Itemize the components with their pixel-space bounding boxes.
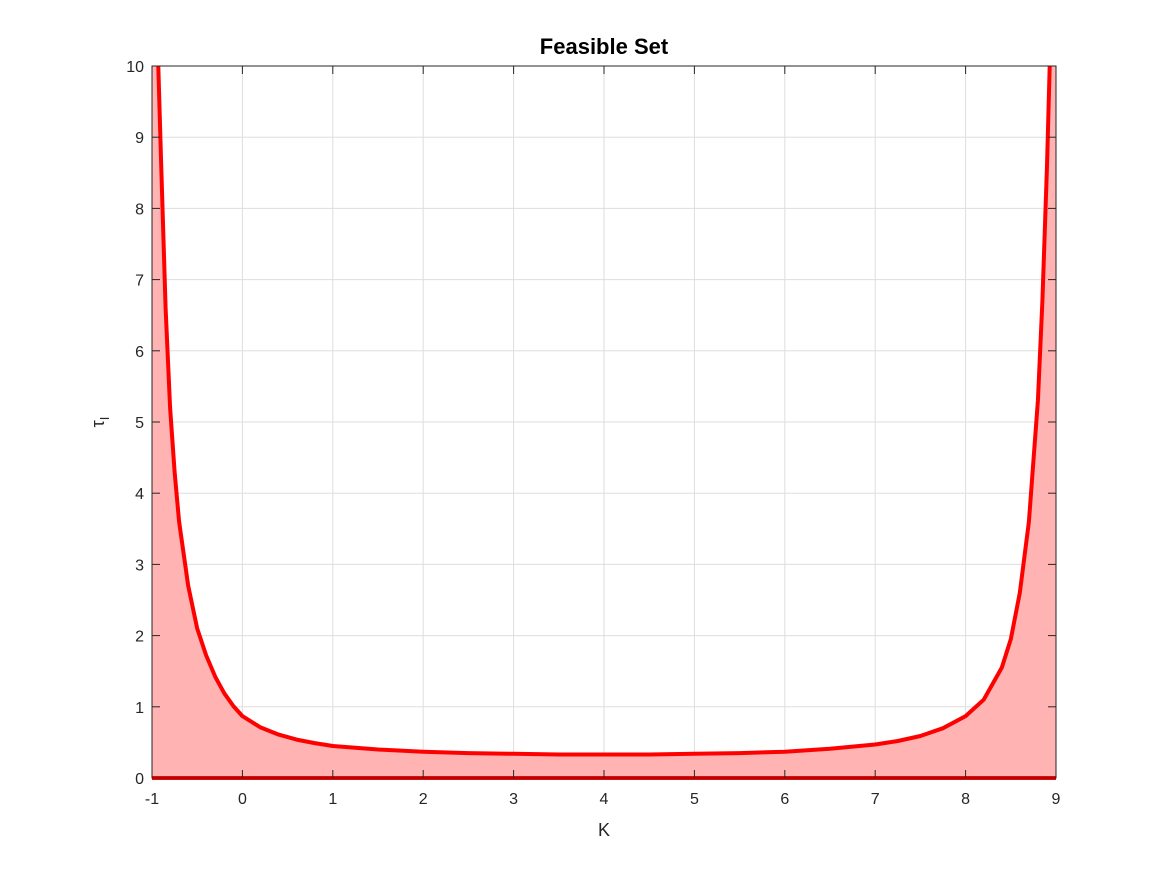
feasible-boundary-curve (156, 65, 1052, 757)
y-axis-label-subscript: I (97, 417, 112, 421)
y-axis-ticks: 0 1 2 3 4 5 6 7 8 9 10 (126, 59, 1056, 788)
x-tick-label: 4 (600, 791, 609, 808)
y-tick-label: 6 (135, 344, 144, 361)
x-tick-label: 9 (1052, 791, 1061, 808)
x-tick-label: 7 (871, 791, 880, 808)
y-tick-label: 7 (135, 273, 144, 290)
x-tick-label: 0 (238, 791, 247, 808)
x-tick-label: 2 (419, 791, 428, 808)
y-axis-label: τI (88, 417, 112, 428)
x-tick-label: -1 (145, 791, 159, 808)
y-tick-label: 4 (135, 486, 144, 503)
y-tick-label: 1 (135, 700, 144, 717)
x-tick-label: 5 (690, 791, 699, 808)
y-tick-label: 9 (135, 130, 144, 147)
y-tick-label: 2 (135, 629, 144, 646)
y-tick-label: 10 (126, 59, 144, 76)
y-tick-label: 5 (135, 415, 144, 432)
x-axis-ticks: -1 0 1 2 3 4 5 6 7 8 9 (145, 66, 1061, 808)
x-tick-label: 1 (328, 791, 337, 808)
y-axis-label-symbol: τ (88, 420, 108, 427)
x-tick-label: 6 (780, 791, 789, 808)
x-tick-label: 3 (509, 791, 518, 808)
x-axis-label: K (598, 820, 610, 840)
y-tick-label: 3 (135, 557, 144, 574)
x-tick-label: 8 (961, 791, 970, 808)
y-tick-label: 0 (135, 771, 144, 788)
chart-title: Feasible Set (540, 34, 669, 59)
y-tick-label: 8 (135, 201, 144, 218)
